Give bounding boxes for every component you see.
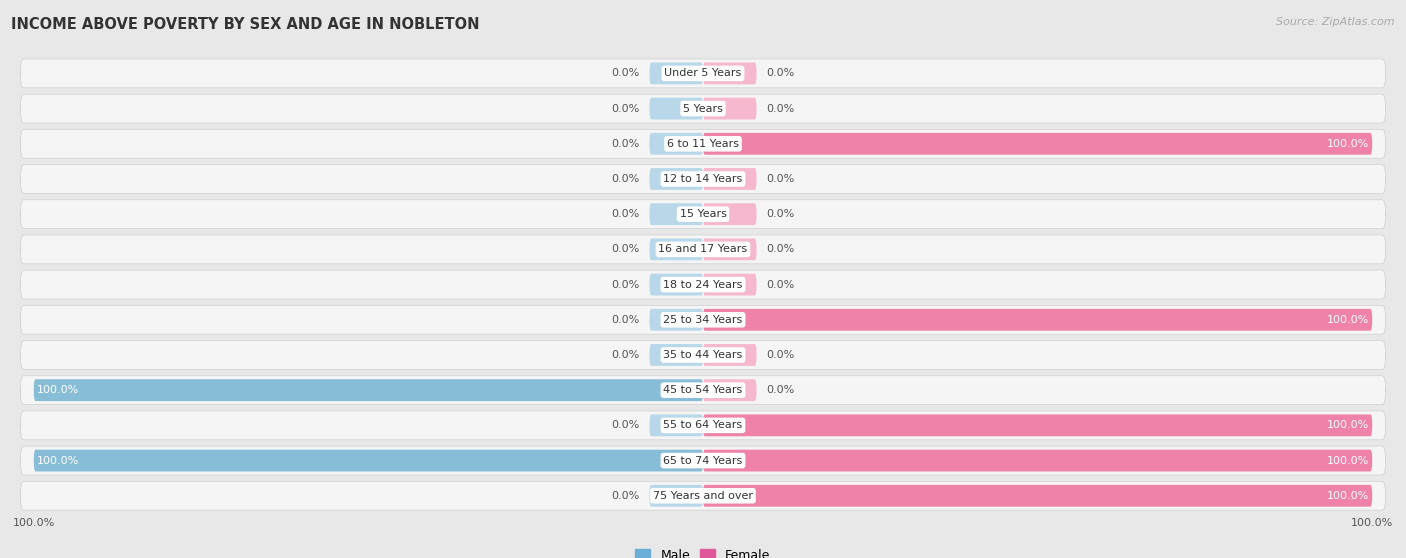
- FancyBboxPatch shape: [21, 376, 1385, 405]
- FancyBboxPatch shape: [21, 59, 1385, 88]
- FancyBboxPatch shape: [703, 415, 1372, 436]
- Text: 0.0%: 0.0%: [612, 174, 640, 184]
- FancyBboxPatch shape: [650, 168, 703, 190]
- FancyBboxPatch shape: [21, 340, 1385, 369]
- Text: 5 Years: 5 Years: [683, 104, 723, 114]
- Text: 0.0%: 0.0%: [766, 350, 794, 360]
- FancyBboxPatch shape: [21, 270, 1385, 299]
- Text: 100.0%: 100.0%: [1327, 491, 1369, 501]
- Text: 0.0%: 0.0%: [766, 69, 794, 78]
- FancyBboxPatch shape: [650, 273, 703, 296]
- FancyBboxPatch shape: [650, 485, 703, 507]
- FancyBboxPatch shape: [34, 379, 703, 401]
- FancyBboxPatch shape: [21, 411, 1385, 440]
- FancyBboxPatch shape: [650, 238, 703, 260]
- Text: 100.0%: 100.0%: [37, 385, 79, 395]
- Text: 0.0%: 0.0%: [612, 209, 640, 219]
- FancyBboxPatch shape: [650, 203, 703, 225]
- Text: 0.0%: 0.0%: [612, 139, 640, 149]
- FancyBboxPatch shape: [703, 273, 756, 296]
- FancyBboxPatch shape: [703, 238, 756, 260]
- FancyBboxPatch shape: [21, 129, 1385, 158]
- Text: 0.0%: 0.0%: [612, 420, 640, 430]
- FancyBboxPatch shape: [650, 98, 703, 119]
- Text: 0.0%: 0.0%: [612, 280, 640, 290]
- Text: 100.0%: 100.0%: [1327, 420, 1369, 430]
- Text: 6 to 11 Years: 6 to 11 Years: [666, 139, 740, 149]
- FancyBboxPatch shape: [703, 379, 756, 401]
- Text: 12 to 14 Years: 12 to 14 Years: [664, 174, 742, 184]
- FancyBboxPatch shape: [21, 94, 1385, 123]
- FancyBboxPatch shape: [21, 446, 1385, 475]
- Text: 0.0%: 0.0%: [612, 104, 640, 114]
- Text: 55 to 64 Years: 55 to 64 Years: [664, 420, 742, 430]
- Text: Source: ZipAtlas.com: Source: ZipAtlas.com: [1277, 17, 1395, 27]
- Text: 0.0%: 0.0%: [766, 104, 794, 114]
- Text: 16 and 17 Years: 16 and 17 Years: [658, 244, 748, 254]
- FancyBboxPatch shape: [650, 62, 703, 84]
- Text: INCOME ABOVE POVERTY BY SEX AND AGE IN NOBLETON: INCOME ABOVE POVERTY BY SEX AND AGE IN N…: [11, 17, 479, 32]
- Text: 15 Years: 15 Years: [679, 209, 727, 219]
- Text: 100.0%: 100.0%: [1327, 139, 1369, 149]
- FancyBboxPatch shape: [703, 133, 1372, 155]
- FancyBboxPatch shape: [703, 98, 756, 119]
- Text: 0.0%: 0.0%: [612, 69, 640, 78]
- FancyBboxPatch shape: [703, 203, 756, 225]
- Text: 18 to 24 Years: 18 to 24 Years: [664, 280, 742, 290]
- FancyBboxPatch shape: [21, 305, 1385, 334]
- Text: 0.0%: 0.0%: [766, 174, 794, 184]
- Text: 100.0%: 100.0%: [37, 455, 79, 465]
- Text: 65 to 74 Years: 65 to 74 Years: [664, 455, 742, 465]
- FancyBboxPatch shape: [703, 485, 1372, 507]
- Text: Under 5 Years: Under 5 Years: [665, 69, 741, 78]
- Text: 0.0%: 0.0%: [612, 350, 640, 360]
- FancyBboxPatch shape: [21, 165, 1385, 194]
- FancyBboxPatch shape: [650, 133, 703, 155]
- Text: 75 Years and over: 75 Years and over: [652, 491, 754, 501]
- FancyBboxPatch shape: [21, 235, 1385, 264]
- FancyBboxPatch shape: [703, 168, 756, 190]
- Text: 100.0%: 100.0%: [1327, 455, 1369, 465]
- FancyBboxPatch shape: [650, 415, 703, 436]
- Text: 25 to 34 Years: 25 to 34 Years: [664, 315, 742, 325]
- FancyBboxPatch shape: [703, 62, 756, 84]
- FancyBboxPatch shape: [703, 450, 1372, 472]
- Text: 45 to 54 Years: 45 to 54 Years: [664, 385, 742, 395]
- Text: 0.0%: 0.0%: [612, 491, 640, 501]
- FancyBboxPatch shape: [703, 309, 1372, 331]
- FancyBboxPatch shape: [703, 344, 756, 366]
- FancyBboxPatch shape: [21, 482, 1385, 510]
- Legend: Male, Female: Male, Female: [630, 543, 776, 558]
- Text: 0.0%: 0.0%: [766, 385, 794, 395]
- FancyBboxPatch shape: [650, 344, 703, 366]
- Text: 0.0%: 0.0%: [766, 244, 794, 254]
- Text: 100.0%: 100.0%: [1327, 315, 1369, 325]
- FancyBboxPatch shape: [650, 309, 703, 331]
- Text: 0.0%: 0.0%: [766, 280, 794, 290]
- Text: 0.0%: 0.0%: [612, 244, 640, 254]
- Text: 0.0%: 0.0%: [766, 209, 794, 219]
- Text: 0.0%: 0.0%: [612, 315, 640, 325]
- Text: 35 to 44 Years: 35 to 44 Years: [664, 350, 742, 360]
- FancyBboxPatch shape: [21, 200, 1385, 229]
- FancyBboxPatch shape: [34, 450, 703, 472]
